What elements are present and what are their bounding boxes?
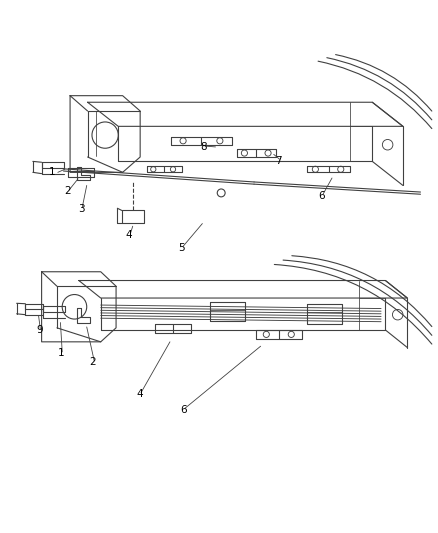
Text: 5: 5: [178, 243, 185, 253]
Text: 4: 4: [136, 390, 143, 399]
Text: 3: 3: [78, 204, 85, 214]
Text: 4: 4: [126, 230, 133, 240]
Text: 9: 9: [36, 325, 43, 335]
Text: 2: 2: [64, 186, 71, 196]
Text: 8: 8: [200, 142, 207, 152]
Text: 6: 6: [318, 190, 325, 200]
Text: 6: 6: [180, 405, 187, 415]
Text: 1: 1: [49, 167, 56, 177]
Text: 1: 1: [58, 348, 65, 358]
Text: 7: 7: [275, 156, 282, 166]
Text: 2: 2: [89, 357, 96, 367]
